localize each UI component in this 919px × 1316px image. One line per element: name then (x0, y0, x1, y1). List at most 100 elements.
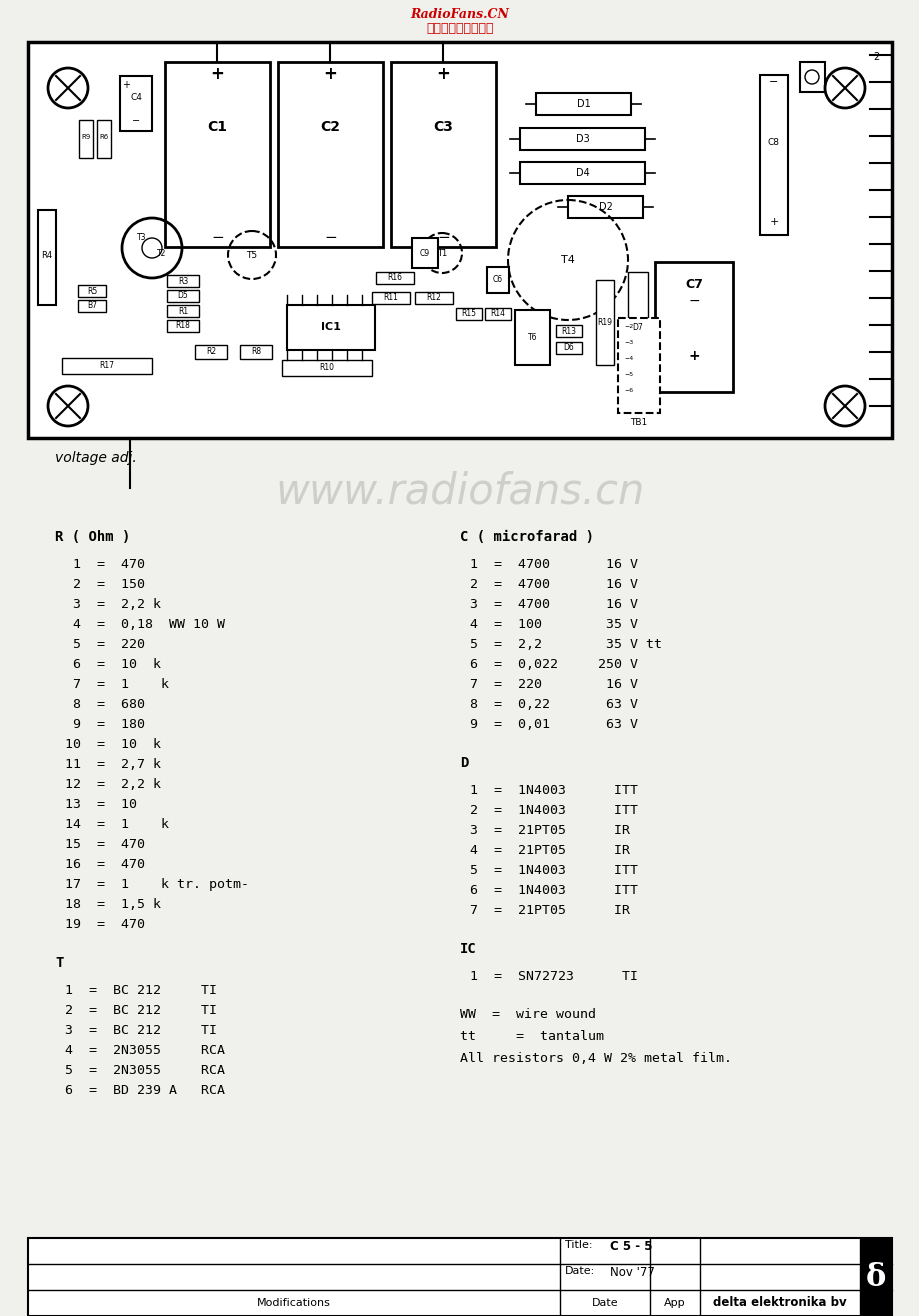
Text: +: + (122, 80, 130, 89)
Text: −6: −6 (623, 388, 632, 393)
Text: 1  =  SN72723      TI: 1 = SN72723 TI (470, 970, 637, 983)
Text: −: − (131, 116, 140, 126)
Bar (555, 325, 582, 337)
Text: C2: C2 (320, 120, 340, 134)
Text: C9: C9 (419, 249, 429, 258)
Text: R13: R13 (561, 326, 576, 336)
Text: 6  =  BD 239 A   RCA: 6 = BD 239 A RCA (65, 1084, 225, 1098)
Bar (654, 262, 732, 392)
Text: WW  =  wire wound: WW = wire wound (460, 1008, 596, 1021)
Text: R18: R18 (176, 321, 190, 330)
Text: +: + (437, 64, 450, 83)
Bar (119, 76, 152, 132)
Bar (567, 196, 642, 218)
Bar (519, 128, 644, 150)
Text: −: − (210, 229, 223, 245)
Text: 4  =  100        35 V: 4 = 100 35 V (470, 619, 637, 630)
Text: tt     =  tantalum: tt = tantalum (460, 1030, 604, 1044)
Text: D: D (460, 755, 468, 770)
Text: R6: R6 (99, 134, 108, 139)
Text: T2: T2 (157, 249, 166, 258)
Text: 13  =  10: 13 = 10 (65, 797, 137, 811)
Bar (240, 345, 272, 359)
Text: 6  =  10  k: 6 = 10 k (65, 658, 161, 671)
Bar (555, 342, 582, 354)
Text: 18  =  1,5 k: 18 = 1,5 k (65, 898, 161, 911)
Text: 5  =  1N4003      ITT: 5 = 1N4003 ITT (470, 865, 637, 876)
Text: 2  =  4700       16 V: 2 = 4700 16 V (470, 578, 637, 591)
Text: 15  =  470: 15 = 470 (65, 838, 145, 851)
Bar (515, 311, 550, 365)
Text: D3: D3 (575, 134, 589, 143)
Text: D7: D7 (632, 322, 642, 332)
Bar (96, 120, 111, 158)
Text: 8  =  680: 8 = 680 (65, 697, 145, 711)
Text: −2: −2 (623, 324, 632, 329)
Text: R5: R5 (86, 287, 97, 296)
Text: 6  =  1N4003      ITT: 6 = 1N4003 ITT (470, 884, 637, 898)
Text: +: + (323, 64, 337, 83)
Bar (28, 1238, 891, 1316)
Text: 5  =  220: 5 = 220 (65, 638, 145, 651)
Text: IC1: IC1 (321, 322, 341, 332)
Bar (456, 308, 482, 320)
Text: C 5 - 5: C 5 - 5 (609, 1240, 652, 1253)
Bar (78, 300, 106, 312)
Text: T: T (55, 955, 63, 970)
Bar (38, 211, 56, 305)
Text: D4: D4 (575, 168, 589, 178)
Text: 7  =  220        16 V: 7 = 220 16 V (470, 678, 637, 691)
Text: R11: R11 (383, 293, 398, 303)
Text: −: − (687, 293, 699, 308)
Text: RadioFans.CN: RadioFans.CN (410, 8, 509, 21)
Bar (167, 305, 199, 317)
Text: 2: 2 (872, 53, 879, 62)
Text: C4: C4 (130, 93, 142, 103)
Bar (371, 292, 410, 304)
Bar (167, 320, 199, 332)
Text: IC: IC (460, 942, 476, 955)
Text: 4  =  2N3055     RCA: 4 = 2N3055 RCA (65, 1044, 225, 1057)
Text: −: − (768, 78, 777, 87)
Text: 14  =  1    k: 14 = 1 k (65, 819, 169, 830)
Text: 3  =  2,2 k: 3 = 2,2 k (65, 597, 161, 611)
Bar (536, 93, 630, 114)
Text: 9  =  0,01       63 V: 9 = 0,01 63 V (470, 719, 637, 730)
Text: T1: T1 (437, 249, 447, 258)
Text: 2  =  150: 2 = 150 (65, 578, 145, 591)
Text: D5: D5 (177, 292, 188, 300)
Text: C1: C1 (208, 120, 227, 134)
Text: −5: −5 (623, 372, 632, 376)
Text: App: App (664, 1298, 685, 1308)
Text: 1  =  4700       16 V: 1 = 4700 16 V (470, 558, 637, 571)
Bar (278, 62, 382, 247)
Text: Date:: Date: (564, 1266, 595, 1277)
Text: R14: R14 (490, 309, 505, 318)
Text: T6: T6 (528, 333, 537, 342)
Text: 10  =  10  k: 10 = 10 k (65, 738, 161, 751)
Bar (62, 358, 152, 374)
Text: D6: D6 (563, 343, 573, 353)
Text: 4  =  0,18  WW 10 W: 4 = 0,18 WW 10 W (65, 619, 225, 630)
Bar (167, 275, 199, 287)
Text: 11  =  2,7 k: 11 = 2,7 k (65, 758, 161, 771)
Text: Title:: Title: (564, 1240, 592, 1250)
Text: 6  =  0,022     250 V: 6 = 0,022 250 V (470, 658, 637, 671)
Text: R15: R15 (461, 309, 476, 318)
Text: C ( microfarad ): C ( microfarad ) (460, 530, 594, 544)
Text: Modifications: Modifications (256, 1298, 331, 1308)
Text: 12  =  2,2 k: 12 = 2,2 k (65, 778, 161, 791)
Text: 2  =  1N4003      ITT: 2 = 1N4003 ITT (470, 804, 637, 817)
Text: R12: R12 (426, 293, 441, 303)
Text: 16  =  470: 16 = 470 (65, 858, 145, 871)
Bar (412, 238, 437, 268)
Text: 1  =  470: 1 = 470 (65, 558, 145, 571)
Bar (28, 42, 891, 438)
Text: 收音机爱好者资料库: 收音机爱好者资料库 (425, 22, 494, 36)
Text: +: + (210, 64, 224, 83)
Text: R ( Ohm ): R ( Ohm ) (55, 530, 130, 544)
Text: 1  =  1N4003      ITT: 1 = 1N4003 ITT (470, 784, 637, 797)
Text: R3: R3 (177, 276, 187, 286)
Text: 3  =  BC 212     TI: 3 = BC 212 TI (65, 1024, 217, 1037)
Text: −3: −3 (623, 340, 632, 345)
